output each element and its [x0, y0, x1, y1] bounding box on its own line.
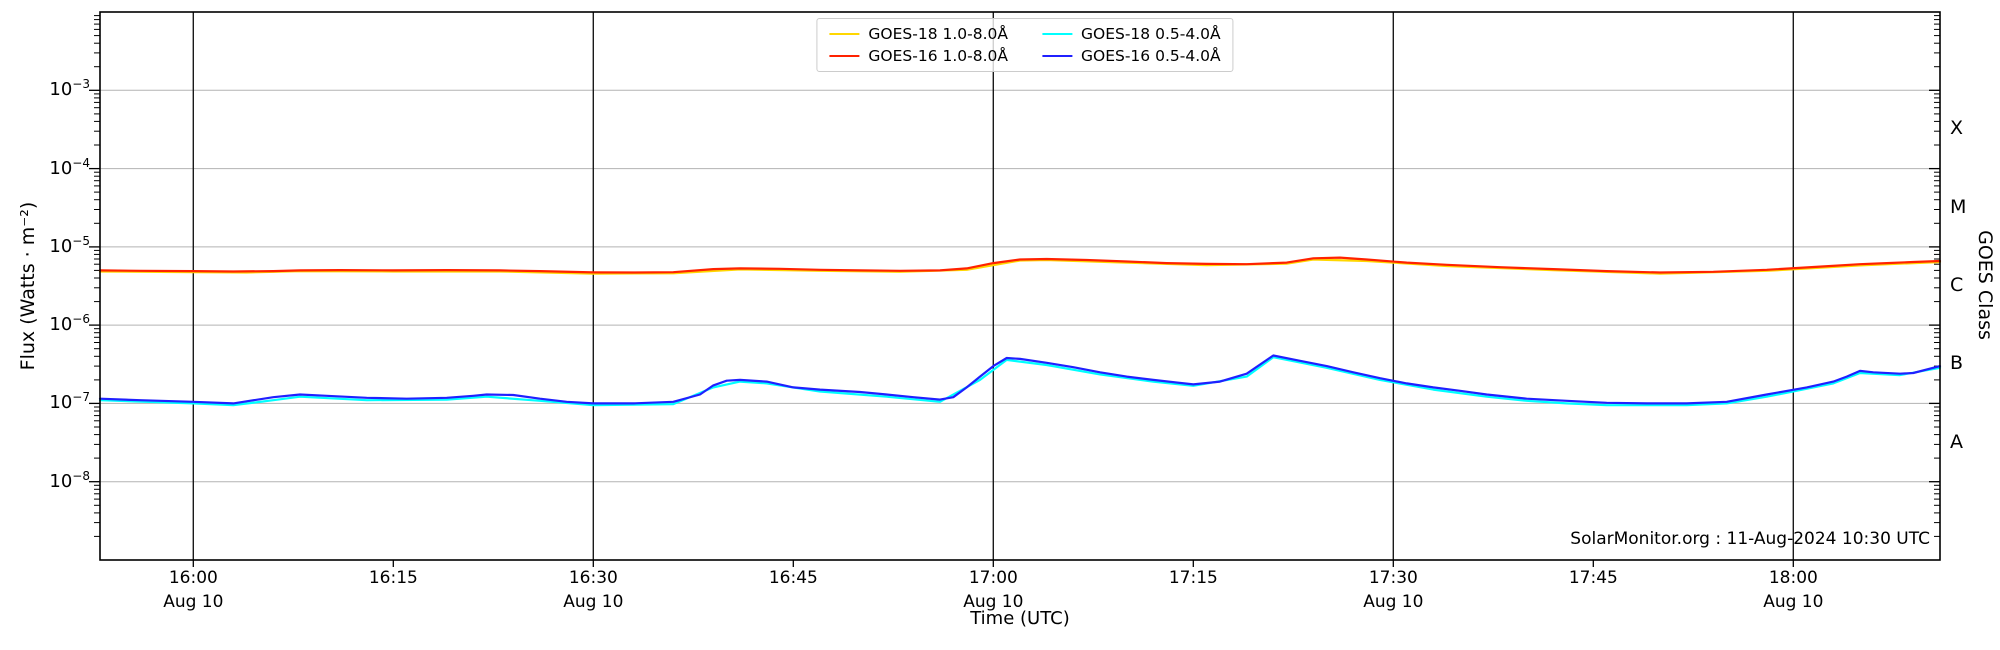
- x-tick-label: 17:00: [968, 568, 1018, 588]
- y-tick-label: 10−6: [49, 312, 90, 336]
- x-tick-date: Aug 10: [1763, 592, 1824, 612]
- decade-gridlines: [100, 89, 1940, 483]
- x-tick-label: 18:00: [1768, 568, 1818, 588]
- x-tick-label: 16:00: [168, 568, 218, 588]
- x-tick-date: Aug 10: [1363, 592, 1424, 612]
- y-axis-label: Flux (Watts · m⁻²): [17, 201, 39, 371]
- y-tick-label: 10−8: [49, 468, 90, 492]
- legend-label: GOES-18 0.5-4.0Å: [1081, 25, 1221, 43]
- x-axis-ticks: [192, 560, 1794, 567]
- x-tick-label: 16:30: [568, 568, 618, 588]
- y-axis-ticks: [89, 15, 1940, 537]
- goes-class-label: B: [1950, 352, 1964, 375]
- series-goes-18-0-5-4-0-: [98, 356, 1942, 407]
- y-tick-label: 10−7: [49, 390, 90, 414]
- right-axis-label: GOES Class: [1974, 230, 1996, 340]
- goes-class-label: M: [1950, 195, 1967, 218]
- goes-class-label: C: [1950, 274, 1964, 296]
- series-goes-16-0-5-4-0-: [98, 354, 1942, 405]
- source-annotation: SolarMonitor.org : 11-Aug-2024 10:30 UTC: [1570, 529, 1930, 549]
- legend-entry: GOES-18 0.5-4.0Å: [1042, 25, 1221, 43]
- x-tick-label: 17:45: [1568, 568, 1618, 588]
- x-tick-label: 16:15: [368, 568, 418, 588]
- legend-line-goes18-short: [1042, 33, 1072, 35]
- legend-label: GOES-16 1.0-8.0Å: [868, 47, 1008, 65]
- x-axis-label: Time (UTC): [970, 608, 1070, 629]
- legend-label: GOES-18 1.0-8.0Å: [868, 25, 1008, 43]
- legend-line-goes16-short: [1042, 55, 1072, 57]
- legend-entry: GOES-16 0.5-4.0Å: [1042, 47, 1221, 65]
- legend-line-goes18-long: [829, 33, 860, 35]
- x-tick-date: Aug 10: [563, 592, 624, 612]
- x-tick-label: 17:30: [1368, 568, 1418, 588]
- legend-entry: GOES-18 1.0-8.0Å: [829, 25, 1008, 43]
- plot-frame: [99, 11, 1941, 561]
- y-tick-label: 10−3: [49, 77, 90, 101]
- x-tick-date: Aug 10: [963, 592, 1024, 612]
- legend-line-goes16-long: [829, 55, 860, 57]
- x-tick-label: 17:15: [1168, 568, 1218, 588]
- goes-class-label: X: [1950, 117, 1964, 140]
- legend-label: GOES-16 0.5-4.0Å: [1081, 47, 1221, 65]
- x-tick-label: 16:45: [768, 568, 818, 588]
- x-tick-date: Aug 10: [163, 592, 224, 612]
- goes-class-label: A: [1950, 430, 1963, 453]
- legend-entry: GOES-16 1.0-8.0Å: [829, 47, 1008, 65]
- series-goes-16-1-0-8-0-: [98, 256, 1942, 274]
- y-tick-label: 10−4: [49, 155, 90, 179]
- legend: GOES-18 1.0-8.0Å GOES-18 0.5-4.0Å GOES-1…: [816, 18, 1234, 72]
- y-tick-label: 10−5: [49, 233, 90, 257]
- halfhour-gridlines: [192, 12, 1795, 560]
